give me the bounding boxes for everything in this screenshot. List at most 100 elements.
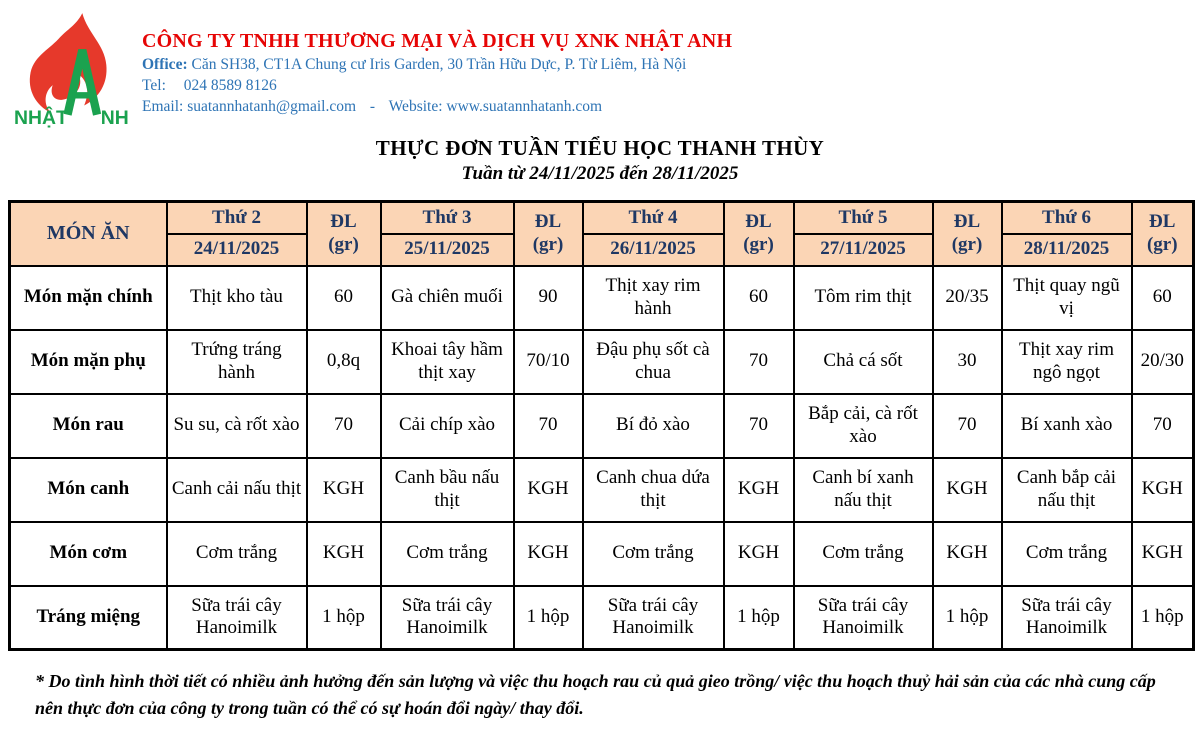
dl-unit: (gr) [951,233,983,255]
category-cell: Tráng miệng [8,584,168,651]
qty-cell: 0,8q [305,328,382,395]
logo-text-left: NHẬT [14,105,68,128]
day-header-tue: Thứ 3 [379,200,515,235]
qty-cell: KGH [512,520,584,587]
dl-unit: (gr) [1146,233,1178,255]
dish-cell: Bí xanh xào [1000,392,1133,459]
dl-header: ĐL (gr) [931,200,1003,267]
qty-cell: 70 [722,392,795,459]
date-header-wed: 26/11/2025 [581,232,725,267]
dish-cell: Khoai tây hầm thịt xay [379,328,515,395]
title-block: THỰC ĐƠN TUẦN TIỂU HỌC THANH THÙY Tuần t… [0,136,1200,185]
email-label: Email: [142,98,184,115]
corner-header: MÓN ĂN [8,200,168,267]
dish-cell: Bắp cải, cà rốt xào [792,392,934,459]
office-value: Căn SH38, CT1A Chung cư Iris Garden, 30 … [191,56,687,73]
company-logo-flame-icon: NHẬT NH [14,13,129,128]
dl-unit: (gr) [328,233,359,255]
dish-cell: Canh chua dứa thịt [581,456,725,523]
qty-cell: KGH [722,520,795,587]
dish-cell: Sữa trái cây Hanoimilk [165,584,308,651]
qty-cell: KGH [722,456,795,523]
category-cell: Món cơm [8,520,168,587]
day-header-mon: Thứ 2 [165,200,308,235]
dish-cell: Su su, cà rốt xào [165,392,308,459]
tel-label: Tel: [142,77,166,94]
dish-cell: Sữa trái cây Hanoimilk [1000,584,1133,651]
dish-cell: Cơm trắng [792,520,934,587]
letterhead: NHẬT NH CÔNG TY TNHH THƯƠNG MẠI VÀ DỊCH … [0,8,1200,133]
dish-cell: Bí đỏ xào [581,392,725,459]
qty-cell: 70 [305,392,382,459]
dish-cell: Canh bầu nấu thịt [379,456,515,523]
qty-cell: 1 hộp [931,584,1003,651]
dish-cell: Tôm rim thịt [792,264,934,331]
dish-cell: Chả cá sốt [792,328,934,395]
dl-label: ĐL [953,211,981,233]
office-line: Office: Căn SH38, CT1A Chung cư Iris Gar… [142,56,1200,74]
separator: - [369,98,376,115]
qty-cell: KGH [512,456,584,523]
dish-cell: Cơm trắng [581,520,725,587]
dish-cell: Canh cải nấu thịt [165,456,308,523]
category-cell: Món mặn phụ [8,328,168,395]
table-row: Món mặn chính Thịt kho tàu 60 Gà chiên m… [8,264,1195,331]
dl-label: ĐL [534,211,562,233]
qty-cell: 20/35 [931,264,1003,331]
dl-label: ĐL [330,211,357,233]
dish-cell: Cơm trắng [379,520,515,587]
dish-cell: Sữa trái cây Hanoimilk [792,584,934,651]
header-row-dates: 24/11/2025 25/11/2025 26/11/2025 27/11/2… [10,232,1194,267]
dl-header: ĐL (gr) [1130,200,1195,267]
qty-cell: KGH [931,456,1003,523]
dish-cell: Canh bắp cải nấu thịt [1000,456,1133,523]
date-header-mon: 24/11/2025 [165,232,308,267]
dl-header: ĐL (gr) [722,200,795,267]
day-header-wed: Thứ 4 [581,200,725,235]
dish-cell: Gà chiên muối [379,264,515,331]
date-header-thu: 27/11/2025 [792,232,934,267]
dish-cell: Đậu phụ sốt cà chua [581,328,725,395]
category-cell: Món canh [8,456,168,523]
day-header-thu: Thứ 5 [792,200,934,235]
qty-cell: 60 [305,264,382,331]
qty-cell: KGH [305,520,382,587]
table-row: Món cơm Cơm trắng KGH Cơm trắng KGH Cơm … [8,520,1195,587]
menu-table: MÓN ĂN Thứ 2 ĐL (gr) Thứ 3 ĐL (gr) Thứ 4 Đ… [8,200,1195,651]
logo-text-right: NH [101,107,129,128]
qty-cell: KGH [931,520,1003,587]
dish-cell: Thịt quay ngũ vị [1000,264,1133,331]
dish-cell: Thịt xay rim ngô ngọt [1000,328,1133,395]
date-header-fri: 28/11/2025 [1000,232,1133,267]
dish-cell: Cơm trắng [1000,520,1133,587]
day-header-fri: Thứ 6 [1000,200,1133,235]
date-header-tue: 25/11/2025 [379,232,515,267]
qty-cell: KGH [1130,456,1195,523]
qty-cell: KGH [305,456,382,523]
dl-header: ĐL (gr) [305,200,382,267]
table-row: Món rau Su su, cà rốt xào 70 Cải chíp xà… [8,392,1195,459]
dl-label: ĐL [1149,211,1176,233]
dish-cell: Trứng tráng hành [165,328,308,395]
dish-cell: Cải chíp xào [379,392,515,459]
page-title: THỰC ĐƠN TUẦN TIỂU HỌC THANH THÙY [375,136,825,160]
qty-cell: 70/10 [512,328,584,395]
qty-cell: KGH [1130,520,1195,587]
website-value: www.suatannhatanh.com [446,98,603,115]
dl-label: ĐL [745,211,772,233]
office-label: Office: [142,56,188,73]
dish-cell: Sữa trái cây Hanoimilk [581,584,725,651]
header-row-days: MÓN ĂN Thứ 2 ĐL (gr) Thứ 3 ĐL (gr) Thứ 4 Đ… [8,200,1195,267]
company-name: CÔNG TY TNHH THƯƠNG MẠI VÀ DỊCH VỤ XNK N… [142,30,733,52]
qty-cell: 20/30 [1130,328,1195,395]
footnote: * Do tình hình thời tiết có nhiều ảnh hư… [35,671,1156,718]
qty-cell: 60 [722,264,795,331]
tel-line: Tel: 024 8589 8126 [142,77,1200,95]
tel-value: 024 8589 8126 [183,77,277,94]
qty-cell: 1 hộp [1130,584,1195,651]
qty-cell: 60 [1130,264,1195,331]
page-subtitle: Tuần từ 24/11/2025 đến 28/11/2025 [461,163,739,184]
qty-cell: 70 [1130,392,1195,459]
dl-unit: (gr) [743,233,774,255]
